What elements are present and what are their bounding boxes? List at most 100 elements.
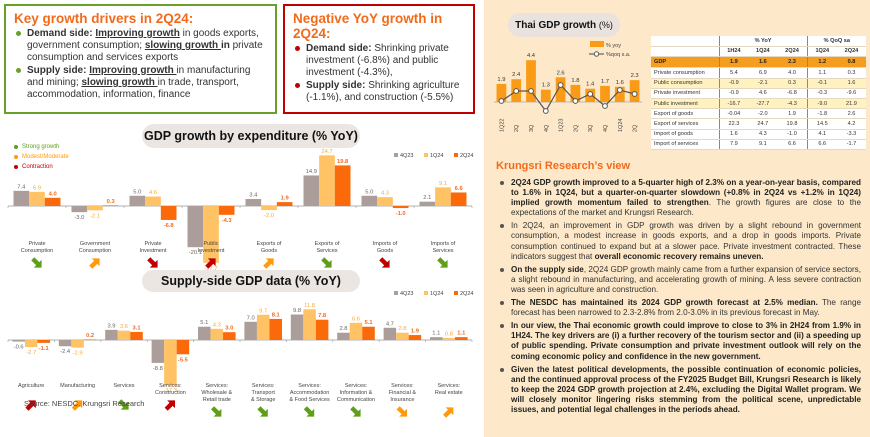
arrow-shape bbox=[147, 257, 158, 268]
legend-item-contraction: Contraction bbox=[14, 162, 69, 172]
row-label: Private investment bbox=[651, 88, 719, 99]
legend-dot-icon bbox=[14, 145, 18, 149]
data-label: 2.8 bbox=[339, 326, 347, 332]
bar-4Q23 bbox=[430, 337, 443, 340]
key-growth-drivers-title: Key growth drivers in 2Q24: bbox=[14, 11, 194, 26]
bar-1Q24 bbox=[164, 340, 177, 385]
underlined-text: slowing growth bbox=[81, 76, 158, 88]
table-cell: 4.0 bbox=[777, 67, 808, 79]
text: Shrinking agriculture (-1.1%), and const… bbox=[306, 79, 460, 103]
momentum-arrow-up-icon bbox=[205, 258, 216, 269]
momentum-arrow-down-icon bbox=[118, 399, 129, 410]
data-label: -1.1 bbox=[39, 346, 50, 352]
bar-1Q24 bbox=[145, 196, 161, 206]
bullet-item: The NESDC has maintained its 2024 GDP gr… bbox=[498, 298, 861, 318]
bold-text: in bbox=[220, 40, 230, 52]
bar-yoy bbox=[540, 89, 551, 102]
bold-text: Supply side: bbox=[27, 64, 90, 76]
data-label: 9.1 bbox=[439, 181, 447, 187]
arrow-shape bbox=[350, 406, 361, 417]
bar-4Q23 bbox=[361, 195, 378, 206]
bullet-item: In 2Q24, an improvement in GDP growth wa… bbox=[498, 221, 861, 261]
bar-4Q23 bbox=[244, 321, 257, 340]
arrow-shape bbox=[321, 257, 332, 268]
row-label: Public investment bbox=[651, 98, 719, 110]
data-label: 2.4 bbox=[512, 72, 521, 78]
data-label: 0.8 bbox=[445, 331, 453, 337]
text: in goods exports, government consumption… bbox=[27, 28, 259, 52]
data-label: -20.1 bbox=[189, 250, 202, 256]
data-label: 1.9 bbox=[497, 77, 505, 83]
x-tick-label: 2Q bbox=[573, 124, 579, 132]
key-growth-drivers-box: Key growth drivers in 2Q24: Demand side:… bbox=[4, 4, 277, 114]
table-cell: 2.3 bbox=[777, 56, 808, 69]
category-label: Exports of bbox=[257, 241, 282, 247]
text: . The growth figures are close to the ex… bbox=[511, 198, 862, 218]
column-header: 1H24 bbox=[718, 46, 749, 57]
negative-growth-title: Negative YoY growth in 2Q24: bbox=[293, 11, 443, 41]
category-label: Construction bbox=[155, 390, 186, 396]
column-header: 1Q24 bbox=[748, 46, 778, 57]
legend-swatch bbox=[394, 291, 398, 295]
legend-dot-icon bbox=[14, 155, 18, 159]
arrow-shape bbox=[257, 406, 268, 417]
bullet-dot-icon bbox=[295, 46, 300, 51]
table-cell: 24.7 bbox=[748, 118, 778, 130]
arrow-shape bbox=[396, 406, 407, 417]
category-label: Imports of bbox=[373, 241, 398, 247]
momentum-arrow-down-icon bbox=[350, 406, 361, 417]
x-tick-label: 1Q22 bbox=[499, 119, 505, 132]
momentum-arrow-down-icon bbox=[379, 257, 390, 268]
table-corner-2 bbox=[651, 46, 719, 57]
bar-4Q23 bbox=[198, 326, 211, 340]
bullet-dot-icon bbox=[500, 267, 504, 272]
data-label: -2.9 bbox=[73, 351, 83, 357]
category-label: Services: bbox=[437, 383, 460, 389]
legend-label: 2Q24 bbox=[460, 291, 473, 297]
legend-swatch bbox=[394, 153, 398, 157]
category-label: Consumption bbox=[79, 248, 111, 254]
category-label: Government bbox=[80, 241, 111, 247]
x-tick-label: 2Q bbox=[514, 124, 520, 132]
table-cell: 22.3 bbox=[718, 118, 749, 130]
group-header-qoq: % QoQ sa bbox=[806, 36, 866, 47]
negative-growth-box: Negative YoY growth in 2Q24: Demand side… bbox=[283, 4, 475, 114]
bar-1Q24 bbox=[396, 332, 409, 340]
data-label: 9.8 bbox=[293, 308, 301, 314]
table-body: GDP 1.9 1.6 2.3 1.2 0.8 Private consumption 5.4… bbox=[651, 56, 866, 150]
data-label: 7.0 bbox=[247, 315, 255, 321]
data-label: 6.6 bbox=[455, 186, 464, 192]
bar-4Q23 bbox=[105, 329, 118, 340]
data-label: 6.6 bbox=[352, 316, 360, 322]
bar-1Q24 bbox=[435, 187, 451, 206]
momentum-arrow-down-icon bbox=[437, 257, 448, 268]
momentum-arrow-up-icon bbox=[89, 258, 100, 269]
momentum-arrow-down-icon bbox=[257, 406, 268, 417]
legend-item-moderate: Modest/Moderate bbox=[14, 152, 69, 162]
data-label: -8.8 bbox=[153, 366, 163, 372]
row-label: Export of services bbox=[651, 118, 719, 130]
table-cell: 1.6 bbox=[836, 78, 866, 89]
table-cell: -4.3 bbox=[777, 98, 808, 110]
arrow-shape bbox=[379, 257, 390, 268]
text: In 2Q24, an improvement in GDP growth wa… bbox=[511, 221, 861, 261]
table-cell: -6.8 bbox=[777, 88, 808, 99]
arrow-shape bbox=[205, 258, 216, 269]
bar-2Q24 bbox=[455, 337, 468, 340]
table-row: GDP 1.9 1.6 2.3 1.2 0.8 bbox=[651, 56, 866, 69]
row-label: Export of goods bbox=[651, 108, 719, 120]
category-label: Public bbox=[204, 241, 219, 247]
qoq-point bbox=[602, 103, 608, 109]
bullet-item: Supply side: Shrinking agriculture (-1.1… bbox=[293, 80, 465, 104]
bullet-dot-icon bbox=[16, 31, 21, 36]
bar-4Q23 bbox=[151, 340, 165, 363]
category-label: Communication bbox=[337, 397, 375, 403]
bullet-item: On the supply side, 2Q24 GDP growth main… bbox=[498, 265, 861, 295]
legend-label: Modest/Moderate bbox=[22, 154, 69, 160]
table-cell: 0.8 bbox=[836, 56, 866, 69]
table-cell: 1.6 bbox=[718, 129, 749, 140]
bold-text: The NESDC has maintained its 2024 GDP gr… bbox=[511, 298, 818, 308]
bar-1Q24 bbox=[303, 309, 316, 340]
category-label: & Food Services bbox=[289, 397, 330, 403]
table-row: Import of services 7.9 9.1 6.6 6.6 -1.7 bbox=[651, 139, 866, 150]
